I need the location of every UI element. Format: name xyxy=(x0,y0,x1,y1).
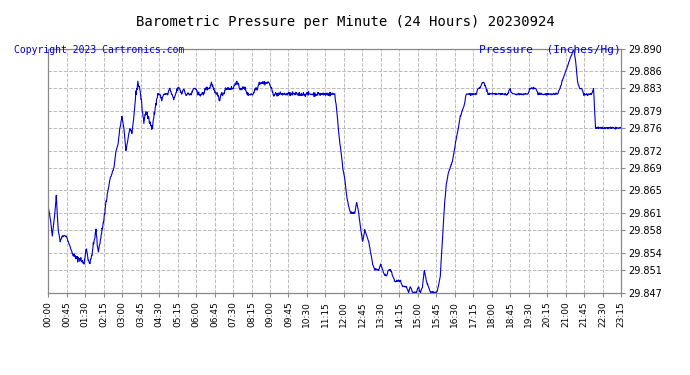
Text: Barometric Pressure per Minute (24 Hours) 20230924: Barometric Pressure per Minute (24 Hours… xyxy=(136,15,554,29)
Text: Pressure  (Inches/Hg): Pressure (Inches/Hg) xyxy=(480,45,621,55)
Text: Copyright 2023 Cartronics.com: Copyright 2023 Cartronics.com xyxy=(14,45,184,55)
